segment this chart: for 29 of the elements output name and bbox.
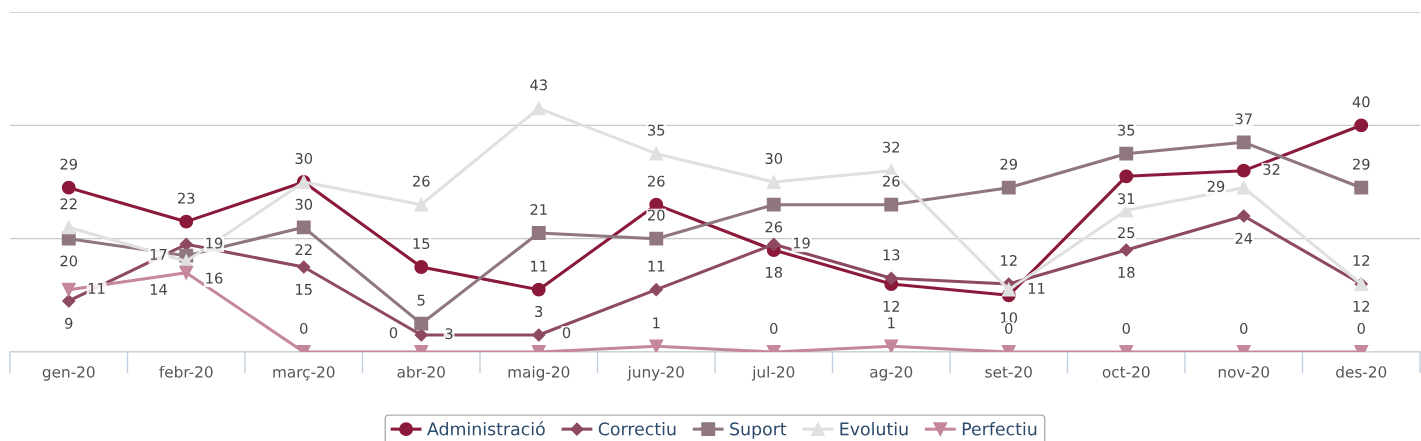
legend-label: Evolutiu xyxy=(840,422,908,436)
x-tick-label: des-20 xyxy=(1336,365,1387,378)
data-label: 3 xyxy=(445,328,453,340)
legend-label: Administració xyxy=(427,421,545,436)
point xyxy=(532,328,546,342)
x-tick-label: març-20 xyxy=(273,366,335,381)
x-tick-label: ag-20 xyxy=(870,366,913,381)
legend-label: Correctiu xyxy=(598,422,676,436)
x-tick-label: set-20 xyxy=(985,366,1032,378)
x-tick-label: jul-20 xyxy=(751,365,795,381)
x-tick-label: nov-20 xyxy=(1218,366,1270,378)
x-tick-label: abr-20 xyxy=(397,365,445,378)
legend-label: Suport xyxy=(730,422,787,439)
x-tick-label: maig-20 xyxy=(508,365,570,381)
x-tick-label: juny-20 xyxy=(627,365,684,381)
point xyxy=(649,339,664,352)
data-label: 35 xyxy=(1118,124,1135,136)
point xyxy=(884,339,899,352)
data-label: 35 xyxy=(648,124,665,136)
point xyxy=(414,328,428,342)
x-tick-label: oct-20 xyxy=(1102,366,1150,378)
x-tick-label: gen-20 xyxy=(42,366,95,381)
data-label: 37 xyxy=(1235,113,1252,125)
legend-label: Perfectiu xyxy=(962,422,1037,436)
x-tick-label: febr-20 xyxy=(159,365,213,378)
point xyxy=(1354,118,1369,133)
data-label: 40 xyxy=(1352,96,1370,108)
point xyxy=(531,101,546,116)
data-label: 43 xyxy=(530,79,547,91)
